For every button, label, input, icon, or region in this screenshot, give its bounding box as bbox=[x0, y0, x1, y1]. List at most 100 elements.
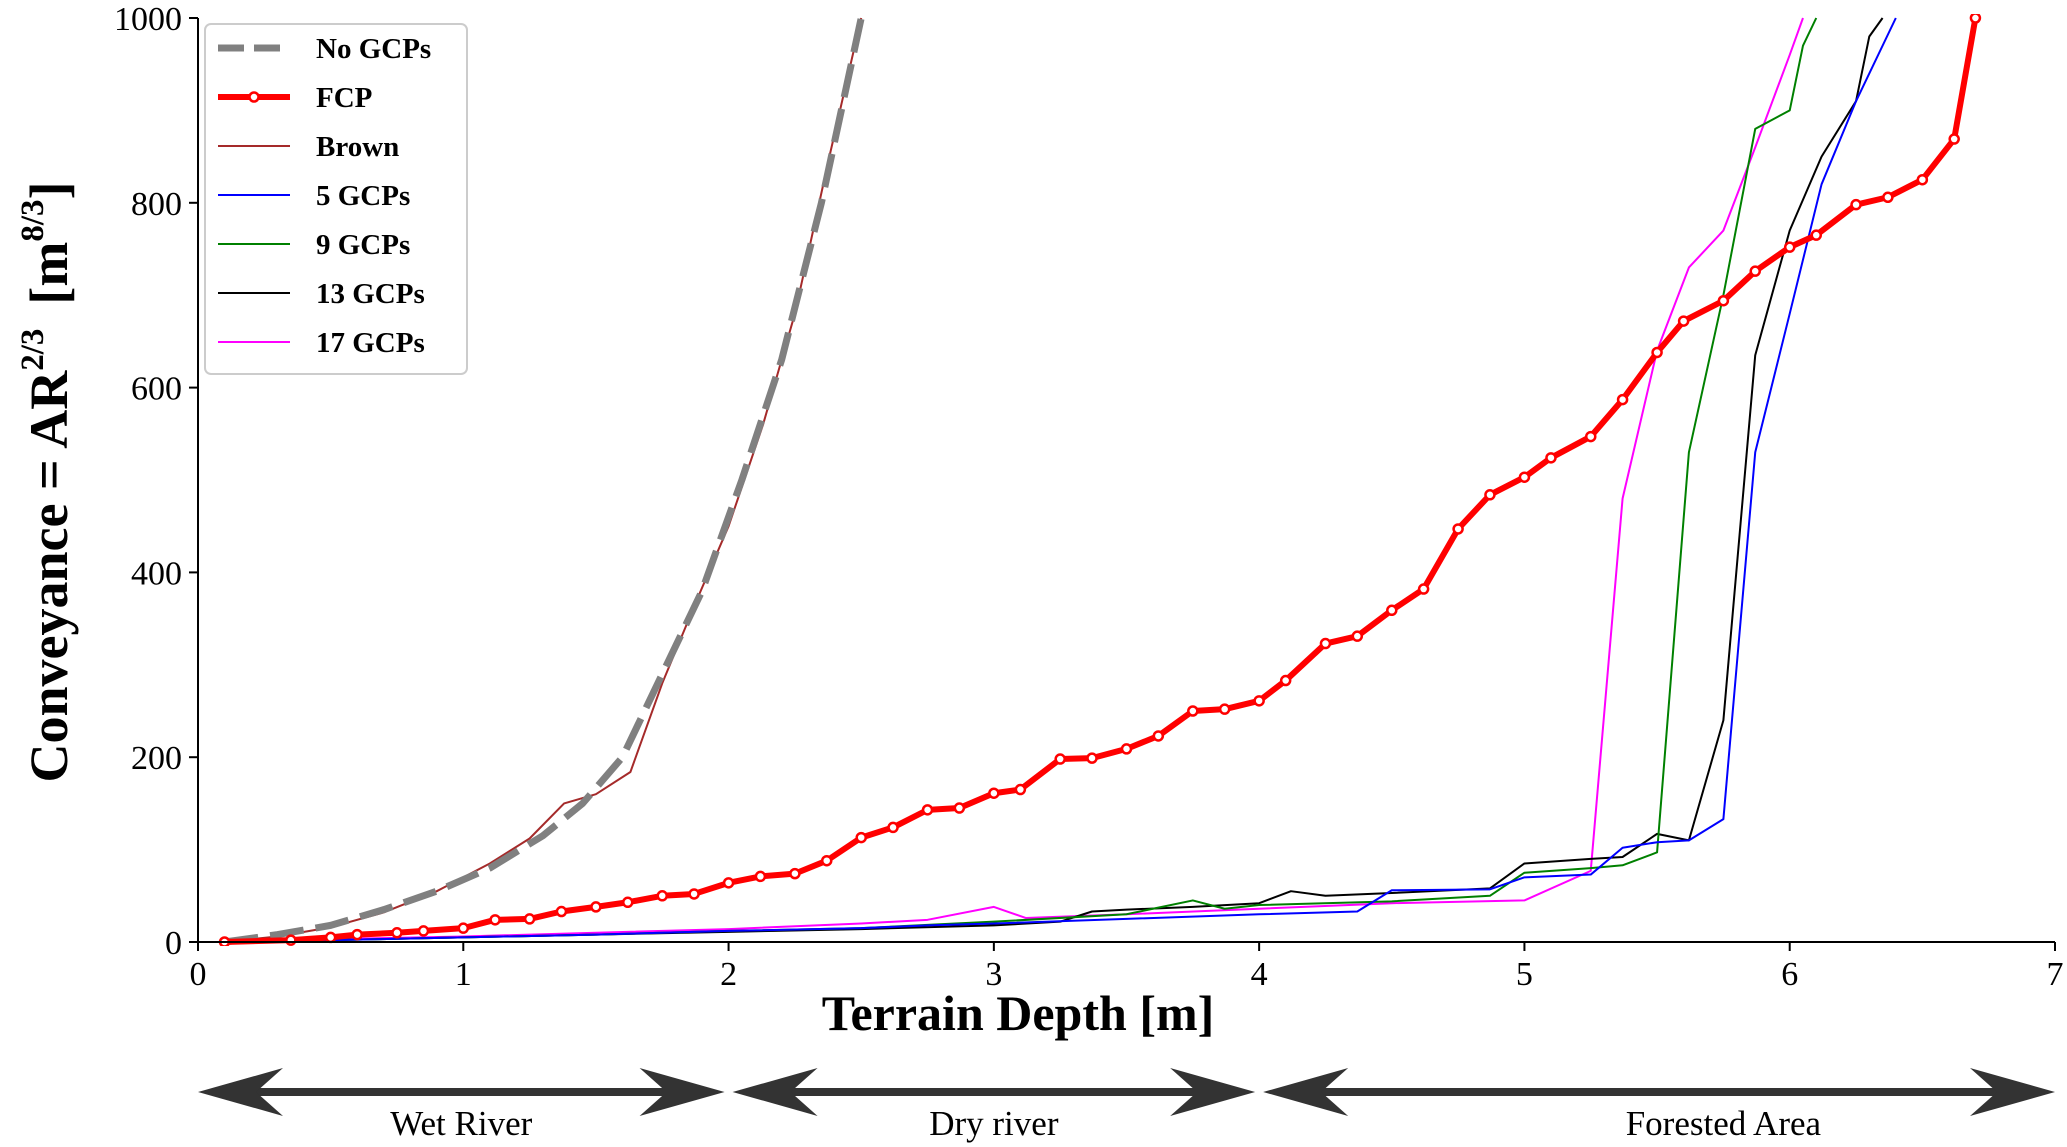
arrow-head bbox=[1170, 1068, 1256, 1116]
y-tick-label: 600 bbox=[131, 371, 182, 408]
series-no-gcps bbox=[224, 17, 865, 946]
series-line bbox=[224, 17, 865, 946]
y-tick-label: 0 bbox=[165, 925, 182, 962]
legend-item-no-gcps: No GCPs bbox=[218, 33, 431, 65]
data-point bbox=[285, 934, 297, 946]
data-point bbox=[688, 888, 700, 900]
x-tick-label: 5 bbox=[1516, 956, 1533, 993]
y-axis-title-main: Conveyance = AR bbox=[19, 370, 79, 783]
legend-item-13-gcps: 13 GCPs bbox=[218, 278, 425, 310]
data-point bbox=[489, 914, 501, 926]
data-point bbox=[1120, 743, 1133, 755]
data-point bbox=[555, 905, 568, 918]
x-tick-label: 7 bbox=[2047, 956, 2064, 993]
legend-item-17-gcps: 17 GCPs bbox=[218, 327, 425, 359]
arrow-head bbox=[198, 1068, 283, 1116]
data-point bbox=[1218, 703, 1231, 715]
data-point bbox=[1152, 730, 1165, 742]
region-arrows: Wet River Dry river Forested Area bbox=[198, 1068, 2055, 1143]
data-point bbox=[1882, 191, 1894, 204]
data-point bbox=[1518, 471, 1531, 483]
data-point bbox=[1452, 523, 1464, 535]
data-point bbox=[1279, 674, 1292, 687]
y-tick-label: 1000 bbox=[114, 1, 182, 38]
series-17-gcps bbox=[224, 17, 1804, 943]
data-point bbox=[1054, 753, 1066, 765]
y-tick-label: 400 bbox=[131, 555, 182, 592]
legend-label: 9 GCPs bbox=[316, 229, 410, 261]
data-point bbox=[1783, 241, 1796, 253]
legend-item-5-gcps: 5 GCPs bbox=[218, 180, 410, 212]
legend-item-9-gcps: 9 GCPs bbox=[218, 229, 410, 261]
y-axis-title: Conveyance = AR2/3 [m8/3] bbox=[15, 181, 79, 782]
data-point bbox=[1969, 14, 1982, 24]
series-line bbox=[224, 17, 1897, 943]
legend-label: 17 GCPs bbox=[316, 327, 425, 359]
x-axis-title: Terrain Depth [m] bbox=[822, 985, 1215, 1041]
series-13-gcps bbox=[224, 17, 1884, 943]
data-point bbox=[622, 896, 634, 909]
data-point bbox=[523, 913, 536, 925]
data-point bbox=[1651, 346, 1663, 359]
series-line bbox=[224, 17, 1979, 945]
data-point bbox=[1351, 630, 1364, 642]
series-line bbox=[224, 17, 1804, 943]
arrow-head bbox=[732, 1068, 818, 1116]
data-point bbox=[1948, 133, 1960, 145]
data-point bbox=[1916, 173, 1929, 186]
data-point bbox=[391, 927, 403, 939]
y-tick-label: 800 bbox=[131, 186, 182, 223]
legend-label: Brown bbox=[316, 131, 399, 163]
data-point bbox=[789, 867, 801, 880]
data-point bbox=[820, 854, 833, 867]
data-point bbox=[1253, 695, 1265, 707]
series-line bbox=[224, 17, 1884, 943]
data-point bbox=[1850, 198, 1862, 211]
data-point bbox=[1187, 705, 1199, 717]
region-label: Wet River bbox=[390, 1104, 532, 1143]
legend-label: 13 GCPs bbox=[316, 278, 425, 310]
data-point bbox=[1616, 393, 1629, 406]
series-5-gcps bbox=[224, 17, 1897, 943]
plot-lines bbox=[218, 14, 1982, 946]
y-axis-title-unit-close: ] bbox=[19, 181, 79, 199]
arrow-head bbox=[1970, 1068, 2055, 1116]
y-axis-title-unit-exp: 8/3 bbox=[15, 199, 51, 241]
data-point bbox=[1386, 604, 1398, 617]
y-tick-label: 200 bbox=[131, 740, 182, 777]
region-label: Forested Area bbox=[1626, 1104, 1822, 1143]
svg-text:Conveyance = AR2/3[m8/3]: Conveyance = AR2/3 [m8/3] bbox=[15, 181, 79, 782]
data-point bbox=[457, 922, 470, 934]
data-point bbox=[1677, 315, 1690, 327]
arrow-head bbox=[1263, 1068, 1349, 1116]
data-point bbox=[921, 804, 934, 816]
data-point bbox=[656, 890, 668, 902]
data-point bbox=[988, 787, 1000, 799]
axes bbox=[197, 18, 2055, 943]
data-point bbox=[953, 802, 966, 814]
data-point bbox=[324, 931, 337, 944]
series-fcp bbox=[218, 14, 1982, 946]
x-tick-label: 3 bbox=[985, 956, 1002, 993]
data-point bbox=[417, 925, 430, 937]
region-label: Dry river bbox=[929, 1104, 1059, 1143]
data-point bbox=[855, 831, 867, 844]
x-tick-label: 1 bbox=[455, 956, 472, 993]
legend-item-brown: Brown bbox=[218, 131, 399, 163]
y-axis-title-unit-open: [m bbox=[19, 242, 79, 305]
data-point bbox=[722, 877, 735, 889]
data-point bbox=[1319, 637, 1332, 650]
data-point bbox=[1749, 265, 1761, 277]
legend-box bbox=[204, 23, 468, 375]
data-point bbox=[1086, 752, 1098, 764]
data-point bbox=[1417, 583, 1430, 595]
data-point bbox=[1545, 452, 1557, 464]
x-tick-label: 0 bbox=[190, 956, 207, 993]
y-axis-title-exp: 2/3 bbox=[15, 329, 51, 371]
legend-label: FCP bbox=[316, 82, 372, 114]
arrow-head bbox=[639, 1068, 725, 1116]
data-point bbox=[590, 901, 602, 913]
legend: No GCPs FCP Brown 5 GCPs 9 GCPs 13 GCPs 17 GCP… bbox=[204, 23, 468, 375]
x-tick-label: 6 bbox=[1781, 956, 1798, 993]
